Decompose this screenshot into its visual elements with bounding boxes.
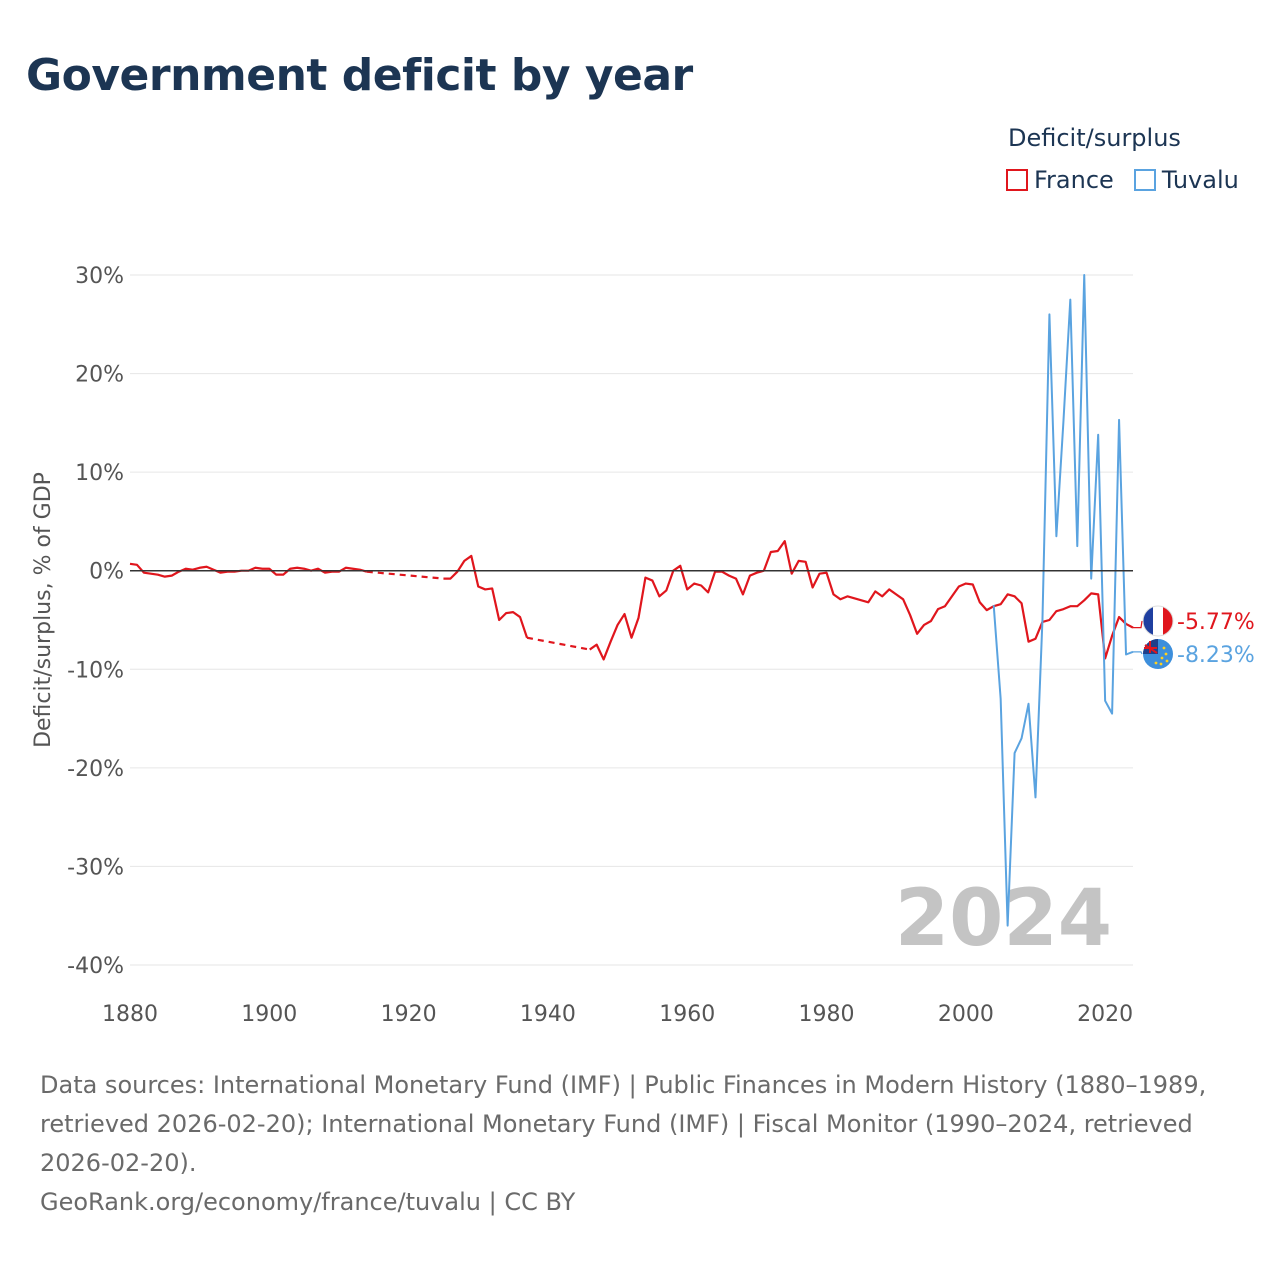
x-tick-label: 1980 xyxy=(799,1002,855,1027)
credit-line: GeoRank.org/economy/france/tuvalu | CC B… xyxy=(40,1188,576,1216)
legend: France Tuvalu xyxy=(1006,166,1259,194)
y-tick-label: 20% xyxy=(75,363,124,388)
line-chart: -40% -30% -20% -10% 0% 10% 20% 30% 1880 1900 1920 1… xyxy=(31,264,1255,1027)
x-tick-label: 1880 xyxy=(102,1002,158,1027)
data-sources: Data sources: International Monetary Fun… xyxy=(40,1071,1207,1177)
chart-title: Government deficit by year xyxy=(26,50,693,101)
y-tick-label: -30% xyxy=(67,855,124,880)
y-tick-label: 0% xyxy=(89,560,124,585)
end-connector-tuvalu xyxy=(1133,651,1143,655)
end-value-label-tuvalu: -8.23% xyxy=(1177,643,1255,668)
y-tick-label: -10% xyxy=(67,658,124,683)
y-tick-label: -40% xyxy=(67,954,124,979)
x-tick-label: 1920 xyxy=(381,1002,437,1027)
x-tick-label: 2020 xyxy=(1077,1002,1133,1027)
x-tick-label: 1960 xyxy=(659,1002,715,1027)
legend-swatch-tuvalu xyxy=(1133,169,1156,191)
series-line-france-dashed xyxy=(526,636,590,651)
flag-france-icon xyxy=(1142,605,1174,637)
legend-title: Deficit/surplus xyxy=(1008,124,1181,152)
legend-label-tuvalu: Tuvalu xyxy=(1161,166,1239,194)
y-axis-label: Deficit/surplus, % of GDP xyxy=(31,472,56,748)
flag-tuvalu-icon xyxy=(1143,639,1173,669)
footer: Data sources: International Monetary Fun… xyxy=(40,1066,1240,1222)
y-tick-label: 10% xyxy=(75,461,124,486)
legend-item-tuvalu[interactable]: Tuvalu xyxy=(1133,166,1239,194)
series-line-france xyxy=(443,554,529,639)
series-line-france xyxy=(589,540,1134,661)
end-connector-france xyxy=(1133,620,1143,629)
x-tick-label: 2000 xyxy=(938,1002,994,1027)
x-tick-label: 1940 xyxy=(520,1002,576,1027)
x-tick-label: 1900 xyxy=(241,1002,297,1027)
legend-item-france[interactable]: France xyxy=(1006,166,1114,194)
series-line-france-dashed xyxy=(366,570,444,580)
end-value-label-france: -5.77% xyxy=(1177,610,1255,635)
y-tick-label: -20% xyxy=(67,757,124,782)
year-watermark: 2024 xyxy=(895,874,1112,964)
legend-label-france: France xyxy=(1034,166,1114,194)
legend-swatch-france xyxy=(1006,169,1028,191)
series-line-tuvalu xyxy=(992,274,1134,927)
y-tick-label: 30% xyxy=(75,264,124,289)
